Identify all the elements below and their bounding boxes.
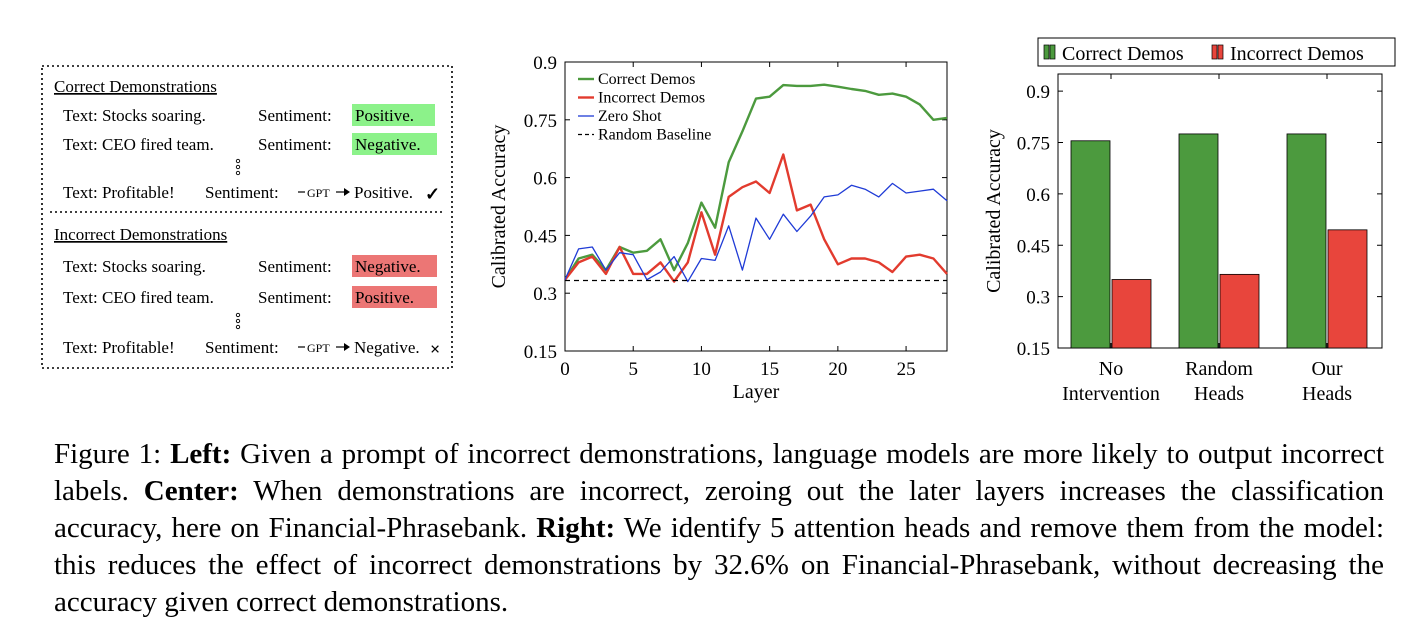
- legend-swatch: [1043, 44, 1050, 60]
- x-tick-label: 5: [628, 359, 638, 380]
- caption-figure-label: Figure 1:: [54, 438, 162, 470]
- bar-incorrect-demos: [1219, 273, 1260, 349]
- incorrect-query-sentiment: Sentiment:: [205, 338, 279, 357]
- category-label: Intervention: [1062, 383, 1160, 405]
- caption-right-head: Right:: [536, 512, 616, 544]
- series-line-correct-demos: [563, 83, 948, 281]
- category-label: Heads: [1302, 383, 1352, 405]
- correct-ellipsis: [235, 158, 241, 176]
- category-label: Heads: [1194, 383, 1244, 405]
- gpt-arrow-label: GPT: [307, 341, 330, 355]
- check-icon: ✓: [425, 184, 440, 204]
- y-tick-label: 0.6: [1026, 185, 1050, 206]
- x-axis-label: Layer: [733, 381, 780, 403]
- legend-label: Incorrect Demos: [1230, 43, 1364, 65]
- y-tick-label: 0.9: [533, 53, 557, 74]
- incorrect-row-2-text: Text: CEO fired team.: [63, 288, 214, 307]
- gpt-arrow: GPT: [298, 341, 350, 355]
- legend-label: Correct Demos: [598, 71, 695, 88]
- incorrect-row-2-sentiment: Sentiment:: [258, 288, 332, 307]
- legend-swatch: [1217, 44, 1224, 60]
- y-axis-label: Calibrated Accuracy: [488, 125, 510, 289]
- correct-row-2-sentiment: Sentiment:: [258, 135, 332, 154]
- y-axis-label: Calibrated Accuracy: [983, 129, 1005, 293]
- caption-left-head: Left:: [170, 438, 232, 470]
- correct-row-1-label-highlight: [352, 104, 435, 126]
- incorrect-row-1-sentiment: Sentiment:: [258, 257, 332, 276]
- series-line-incorrect-demos: [564, 153, 948, 283]
- incorrect-query-text: Text: Profitable!: [63, 338, 175, 357]
- gpt-arrow: GPT: [298, 186, 350, 200]
- category-label: No: [1099, 358, 1123, 380]
- correct-row-2-label-highlight: [352, 133, 437, 155]
- x-tick-label: 20: [828, 359, 847, 380]
- bar-correct-demos: [1070, 140, 1111, 349]
- y-tick-label: 0.3: [1026, 288, 1050, 309]
- legend-label: Correct Demos: [1062, 43, 1184, 65]
- panel-border: [41, 65, 453, 369]
- correct-row-1-sentiment: Sentiment:: [258, 106, 332, 125]
- caption-center-text: When demonstrations are incorrect, zeroi…: [54, 475, 1384, 544]
- legend-label: Incorrect Demos: [598, 90, 705, 107]
- y-tick-label: 0.75: [1017, 134, 1050, 155]
- caption-left-text: Given a prompt of incorrect demonstratio…: [54, 438, 1385, 507]
- caption-center-head: Center:: [143, 475, 239, 507]
- correct-query-text: Text: Profitable!: [63, 183, 175, 202]
- demonstrations-panel: Correct Demonstrations Text: Stocks soar…: [41, 65, 453, 369]
- correct-row-2-text: Text: CEO fired team.: [63, 135, 214, 154]
- incorrect-row-1-text: Text: Stocks soaring.: [63, 257, 206, 276]
- bar-incorrect-demos: [1327, 229, 1368, 349]
- correct-row-1-label: Positive.: [355, 106, 414, 125]
- x-tick-label: 0: [560, 359, 570, 380]
- y-tick-label: 0.9: [1026, 82, 1050, 103]
- correct-query-sentiment: Sentiment:: [205, 183, 279, 202]
- series-line-zero-shot: [564, 182, 948, 283]
- category-label: Our: [1311, 358, 1342, 380]
- category-label: Random: [1185, 358, 1253, 380]
- incorrect-title: Incorrect Demonstrations: [54, 225, 227, 244]
- x-tick-label: 15: [760, 359, 779, 380]
- correct-title: Correct Demonstrations: [54, 77, 217, 96]
- legend-swatch: [1211, 44, 1218, 60]
- legend-label: Random Baseline: [598, 127, 711, 144]
- y-tick-label: 0.75: [524, 111, 557, 132]
- correct-row-1-text: Text: Stocks soaring.: [63, 106, 206, 125]
- caption-right-text: We identify 5 attention heads and remove…: [54, 512, 1385, 618]
- legend-swatch: [1049, 44, 1056, 60]
- y-tick-label: 0.3: [533, 284, 557, 305]
- y-tick-label: 0.45: [1017, 236, 1050, 257]
- cross-icon: ×: [430, 339, 440, 359]
- figure-1: Correct Demonstrations Text: Stocks soar…: [41, 37, 1396, 405]
- y-tick-label: 0.15: [1017, 339, 1050, 360]
- y-tick-label: 0.45: [524, 226, 557, 247]
- layer-accuracy-line-chart: 0 5 10 15 20 25 0.15 0.3 0.45 0.6 0.75 0.9 Layer Cali…: [488, 53, 948, 403]
- incorrect-row-2-label: Positive.: [355, 288, 414, 307]
- x-tick-label: 10: [692, 359, 711, 380]
- bar-incorrect-demos: [1111, 279, 1152, 349]
- incorrect-row-2-label-highlight: [352, 286, 437, 308]
- y-tick-label: 0.15: [524, 342, 557, 363]
- correct-row-2-label: Negative.: [355, 135, 421, 154]
- gpt-arrow-label: GPT: [307, 186, 330, 200]
- incorrect-row-1-label: Negative.: [355, 257, 421, 276]
- correct-query-output: Positive.: [354, 183, 413, 202]
- bar-correct-demos: [1178, 133, 1219, 349]
- plot-frame: [564, 61, 948, 352]
- figure-caption: Figure 1: Left: Given a prompt of incorr…: [54, 436, 1384, 621]
- x-tick-label: 25: [897, 359, 916, 380]
- bar-chart-legend: Correct Demos Incorrect Demos: [1037, 37, 1396, 67]
- incorrect-query-output: Negative.: [354, 338, 420, 357]
- y-tick-label: 0.6: [533, 169, 557, 190]
- incorrect-row-1-label-highlight: [352, 255, 437, 277]
- legend-label: Zero Shot: [598, 108, 662, 125]
- intervention-bar-chart: 0.15 0.3 0.45 0.6 0.75 0.9 Calibrated Accuracy…: [983, 37, 1396, 405]
- incorrect-ellipsis: [235, 312, 241, 330]
- bar-correct-demos: [1286, 133, 1327, 349]
